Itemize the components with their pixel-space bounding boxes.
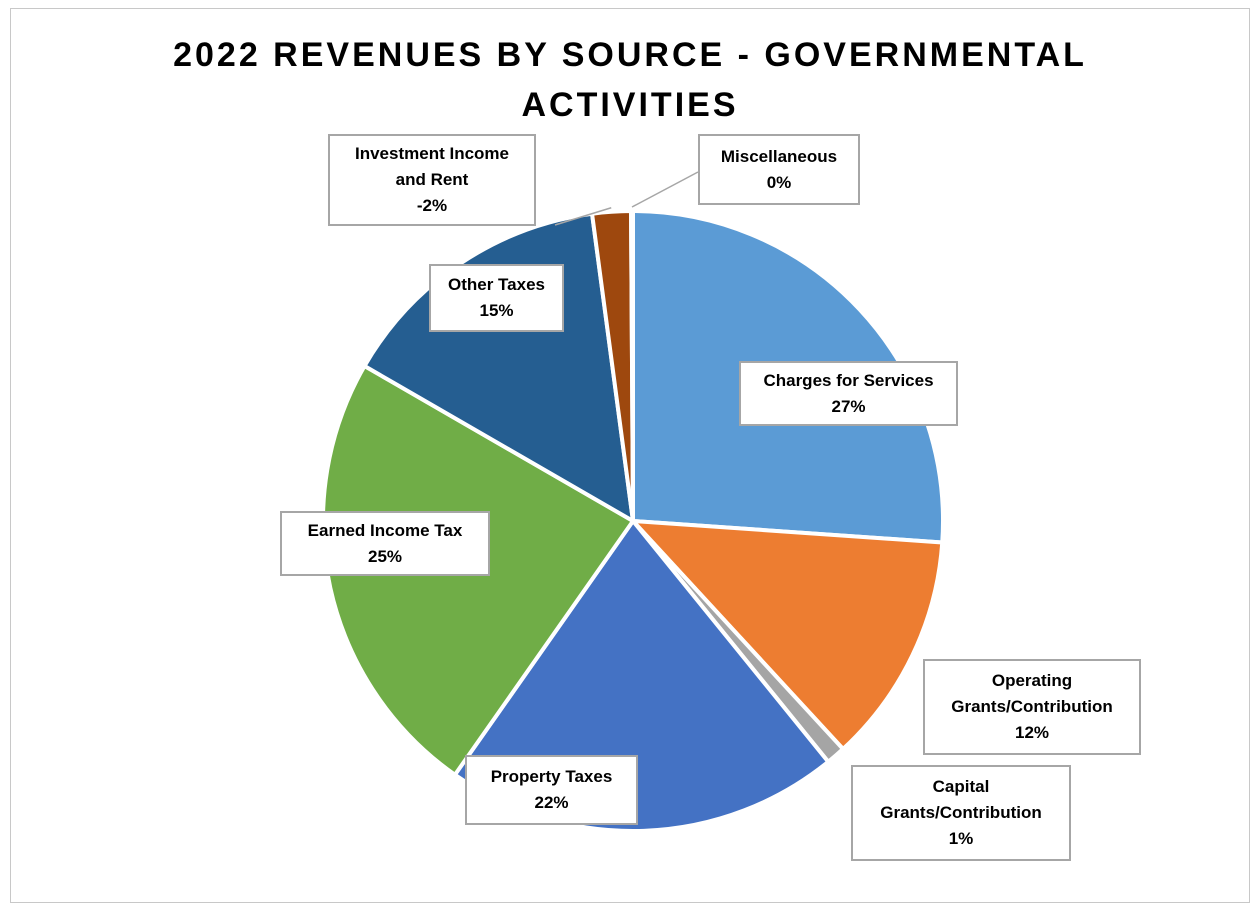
data-label-percent: 15% xyxy=(479,301,514,320)
leader-line-investment-income-and-rent xyxy=(554,207,612,226)
data-label-operating-grants-contribution: Operating Grants/Contribution 12% xyxy=(923,659,1141,755)
data-label-percent: 0% xyxy=(766,172,792,192)
data-label-name: Charges for Services xyxy=(763,370,934,390)
data-label-capital-grants-contribution: Capital Grants/Contribution 1% xyxy=(851,765,1071,861)
pie-slice-operating-grants-contribution xyxy=(631,519,945,752)
chart-title: 2022 REVENUES BY SOURCE - GOVERNMENTAL A… xyxy=(173,36,1087,124)
data-label-name: Operating xyxy=(991,671,1073,690)
data-label-name: Capital xyxy=(932,777,990,796)
data-label-percent: 22% xyxy=(534,793,569,812)
data-label-miscellaneous: Miscellaneous 0% xyxy=(698,134,860,205)
data-label-name: Property Taxes xyxy=(490,767,613,786)
leader-line-miscellaneous xyxy=(631,171,699,208)
data-label-name: Investment Income xyxy=(355,144,509,163)
data-label-name: Other Taxes xyxy=(447,275,545,294)
data-label-earned-income-tax: Earned Income Tax 25% xyxy=(280,511,490,576)
data-label-charges-for-services: Charges for Services 27% xyxy=(739,361,958,426)
data-label-name: Grants/Contribution xyxy=(951,697,1113,716)
data-label-percent: 27% xyxy=(831,396,866,416)
data-label-name: Miscellaneous xyxy=(720,146,838,166)
data-label-name: Grants/Contribution xyxy=(880,803,1042,822)
data-label-name: and Rent xyxy=(395,170,469,189)
data-label-name: Earned Income Tax xyxy=(307,520,463,540)
pie-slice-miscellaneous xyxy=(629,208,635,523)
data-label-percent: 1% xyxy=(948,829,974,848)
data-label-property-taxes: Property Taxes 22% xyxy=(465,755,638,825)
data-label-other-taxes: Other Taxes 15% xyxy=(429,264,564,332)
data-label-investment-income-and-rent: Investment Income and Rent -2% xyxy=(328,134,536,226)
data-label-percent: 12% xyxy=(1014,723,1050,742)
data-label-percent: -2% xyxy=(416,196,448,215)
data-label-percent: 25% xyxy=(367,546,403,566)
